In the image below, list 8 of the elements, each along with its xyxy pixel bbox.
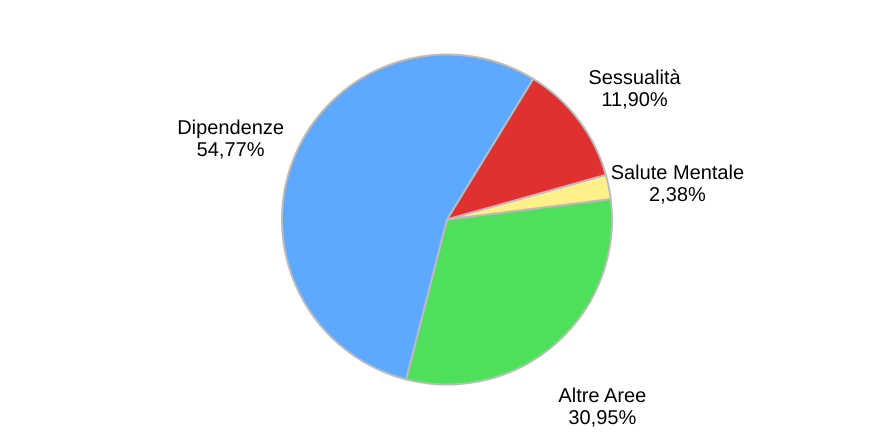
- data-label: 30,95%: [568, 406, 636, 429]
- data-label: 54,77%: [196, 138, 265, 161]
- slice-label: Altre Aree: [558, 384, 646, 407]
- slice-label: Sessualità: [588, 66, 682, 89]
- slice-label: Dipendenze: [177, 116, 284, 139]
- slice-label: Salute Mentale: [610, 162, 744, 184]
- data-label: 2,38%: [649, 184, 706, 206]
- data-label: 11,90%: [601, 88, 668, 111]
